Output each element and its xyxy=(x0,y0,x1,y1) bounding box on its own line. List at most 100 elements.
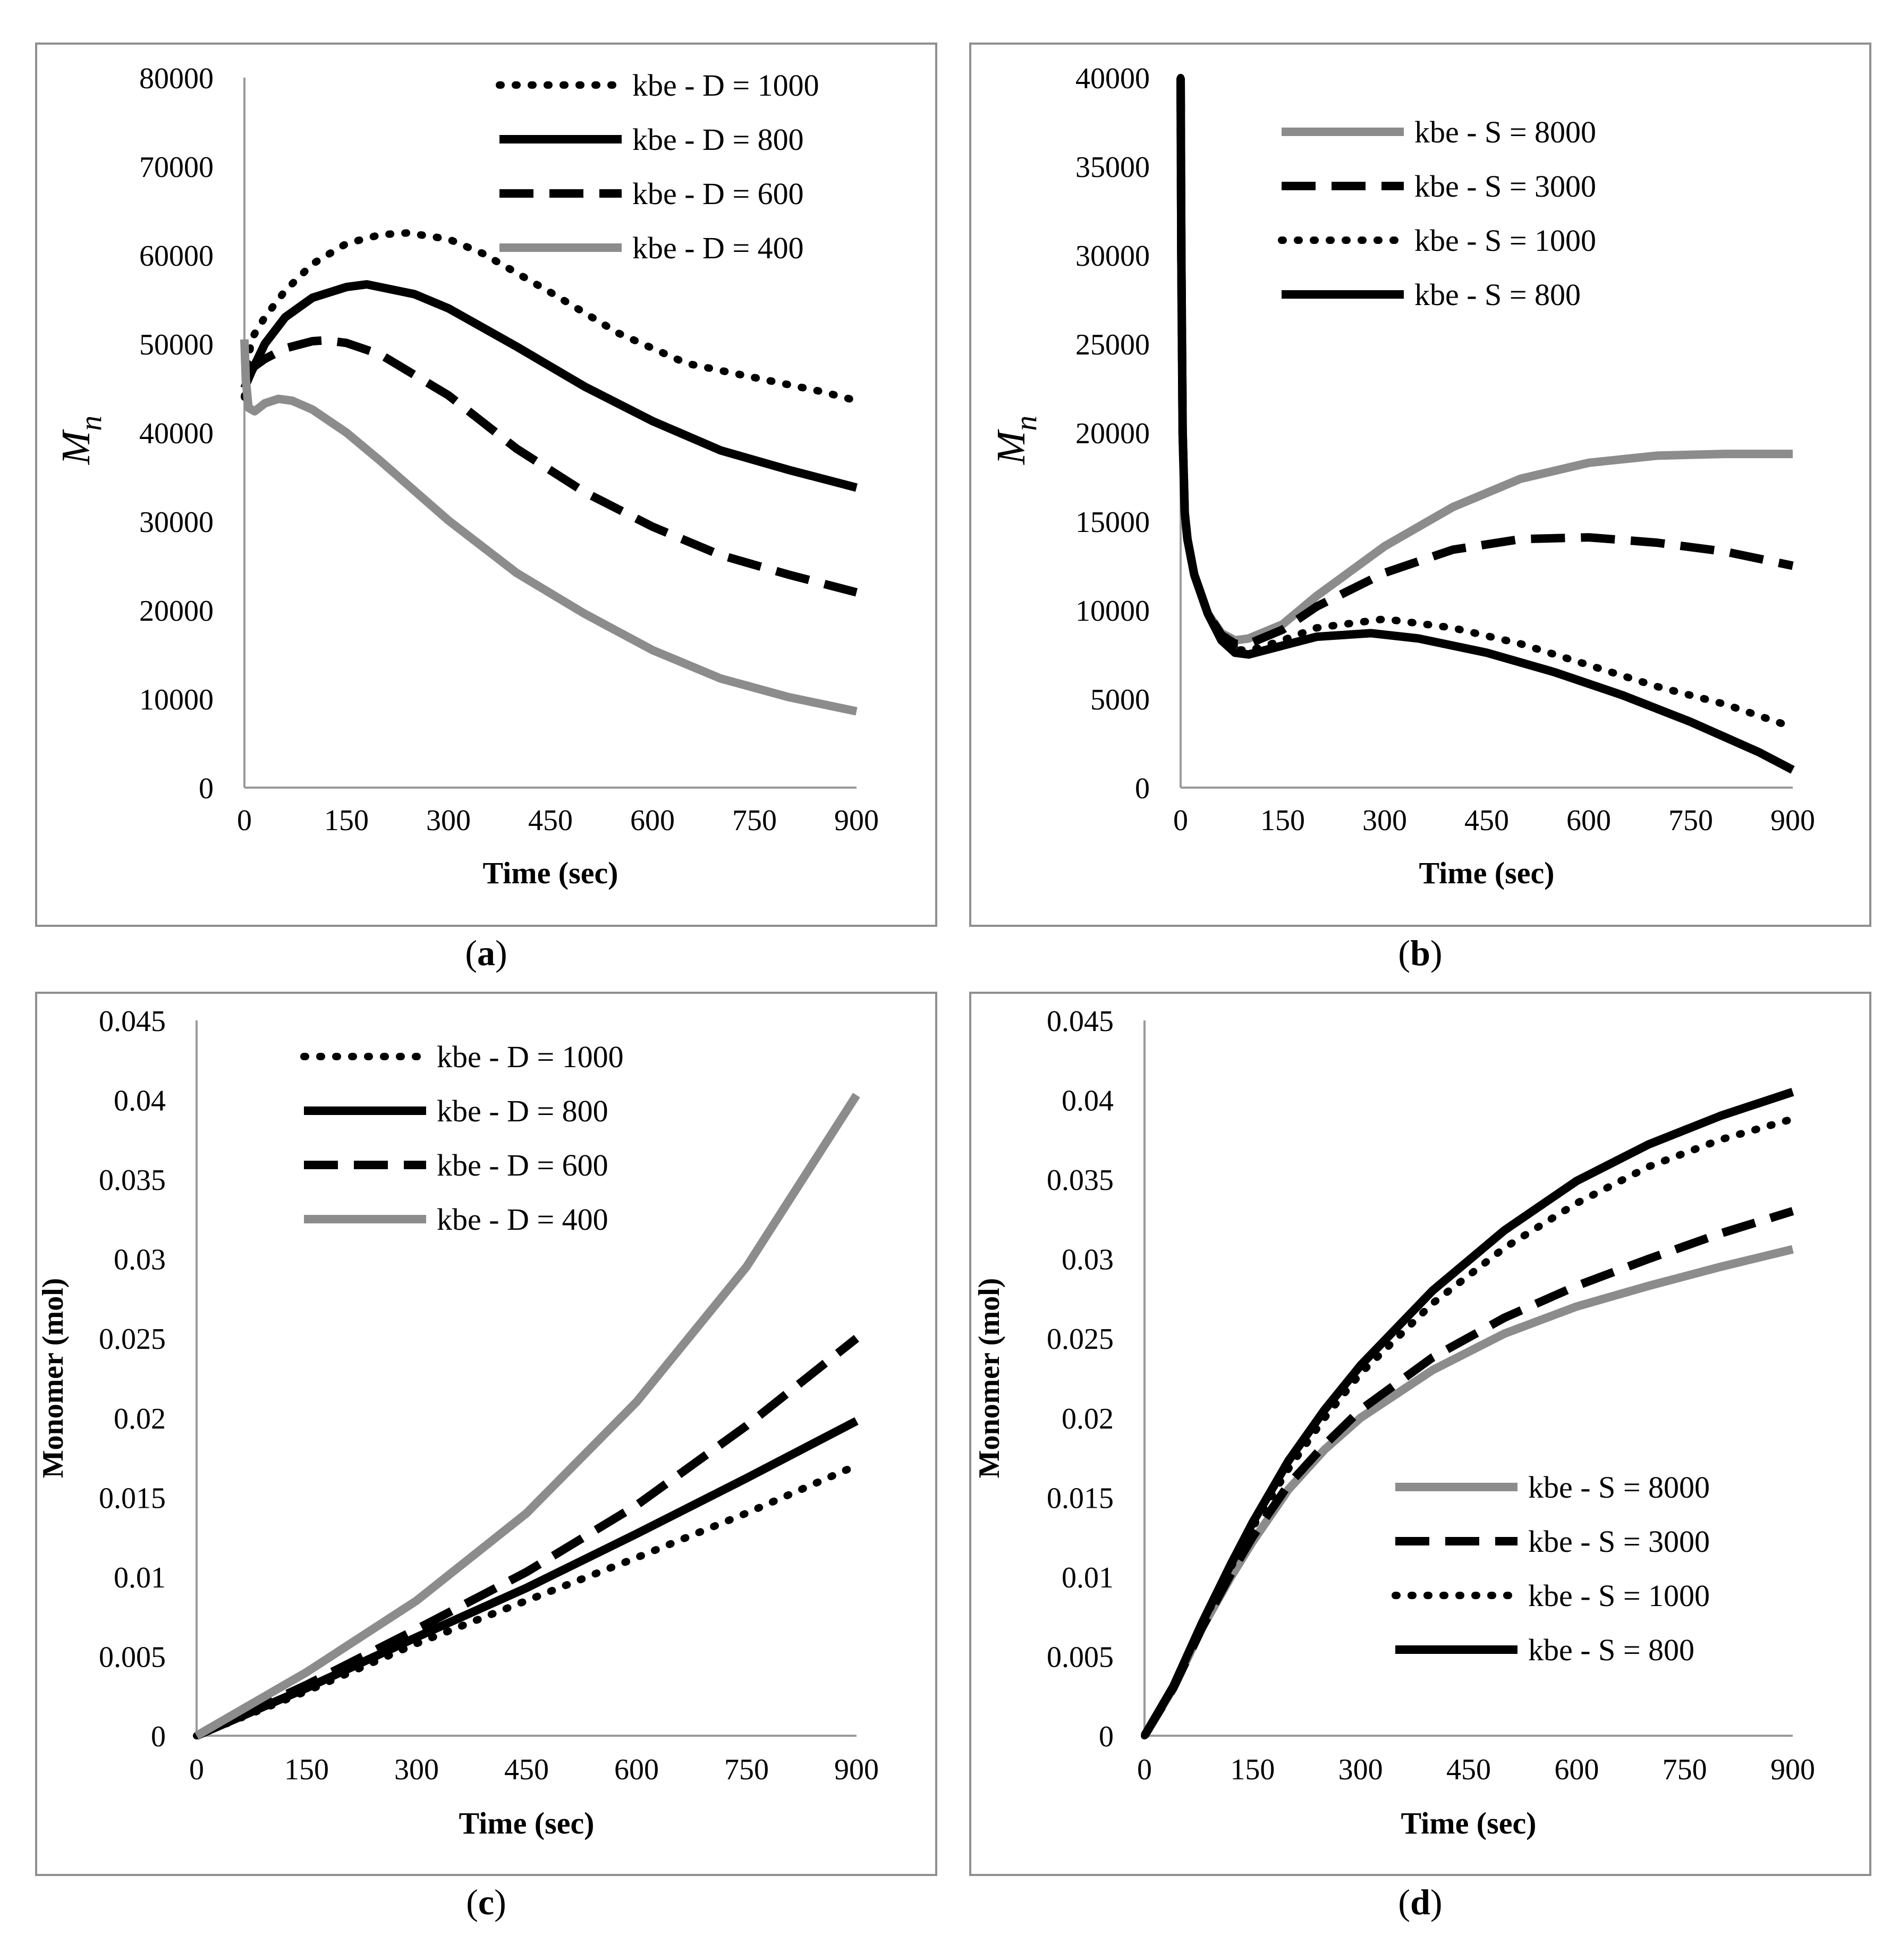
chart-panel-a: 0 10000 20000 30000 40000 50000 60000 70000 8000… xyxy=(35,43,937,927)
y-tick-label: 25000 xyxy=(1075,328,1150,361)
x-axis-label: Time (sec) xyxy=(1419,856,1555,890)
legend-label-2: kbe - S = 1000 xyxy=(1528,1578,1710,1613)
y-tick-label: 10000 xyxy=(139,683,214,716)
x-tick-label: 0 xyxy=(237,804,252,837)
chart-panel-b: 0 5000 10000 15000 20000 25000 30000 35000 40000… xyxy=(969,43,1871,927)
y-tick-label: 35000 xyxy=(1075,151,1150,184)
x-tick-label: 750 xyxy=(1668,804,1713,837)
y-tick-label: 0.035 xyxy=(99,1164,166,1197)
series-line-3 xyxy=(1176,77,1795,774)
panel-frame xyxy=(35,43,937,927)
y-tick-label: 0.015 xyxy=(1047,1482,1114,1515)
y-tick-label: 40000 xyxy=(1075,62,1150,95)
x-tick-label: 750 xyxy=(1663,1753,1707,1786)
y-tick-label: 0.005 xyxy=(1047,1641,1114,1674)
x-tick-label: 450 xyxy=(1464,804,1509,837)
y-tick-label: 50000 xyxy=(139,328,214,361)
panel-frame xyxy=(969,43,1871,927)
x-tick-label: 150 xyxy=(1260,804,1305,837)
x-tick-label: 600 xyxy=(1566,804,1611,837)
y-tick-label: 60000 xyxy=(139,240,214,273)
series-line-0 xyxy=(193,1461,860,1739)
y-tick-label: 5000 xyxy=(1090,683,1150,716)
chart-panel-d: 0 0.005 0.01 0.015 0.02 0.025 0.03 0.035 0.04 0.0… xyxy=(969,992,1871,1876)
x-tick-label: 300 xyxy=(1362,804,1407,837)
y-tick-label: 40000 xyxy=(139,417,214,450)
y-axis-label: Monomer (mol) xyxy=(37,1278,70,1479)
legend-label-2: kbe - D = 600 xyxy=(632,176,804,211)
y-tick-label: 0.03 xyxy=(1062,1244,1114,1277)
panel-label: (d) xyxy=(1398,1882,1442,1922)
x-tick-label: 0 xyxy=(1137,1753,1152,1786)
y-tick-label: 0.015 xyxy=(99,1482,166,1515)
x-tick-label: 450 xyxy=(1446,1753,1491,1786)
y-tick-label: 10000 xyxy=(1075,595,1150,628)
series-line-2 xyxy=(243,336,858,597)
legend-label-1: kbe - S = 3000 xyxy=(1414,169,1596,204)
x-tick-label: 900 xyxy=(834,804,879,837)
chart-panel-c: 0 0.005 0.01 0.015 0.02 0.025 0.03 0.035 0.04 0.0… xyxy=(35,992,937,1876)
y-tick-label: 0.02 xyxy=(114,1403,166,1435)
x-tick-label: 0 xyxy=(189,1753,204,1786)
series-line-0 xyxy=(1176,77,1793,645)
x-tick-label: 450 xyxy=(504,1753,549,1786)
legend-label-0: kbe - S = 8000 xyxy=(1414,115,1596,149)
y-tick-label: 20000 xyxy=(1075,417,1150,450)
x-tick-label: 300 xyxy=(394,1753,439,1786)
x-tick-label: 750 xyxy=(724,1753,769,1786)
y-tick-label: 80000 xyxy=(139,62,214,95)
series-line-0 xyxy=(241,229,860,404)
y-tick-label: 70000 xyxy=(139,151,214,184)
legend: kbe - S = 8000 kbe - S = 3000 kbe - S = 10… xyxy=(1392,1470,1710,1667)
x-tick-label: 600 xyxy=(614,1753,659,1786)
y-tick-label: 30000 xyxy=(139,506,214,539)
y-axis-label: Mn xyxy=(989,416,1043,465)
x-tick-label: 450 xyxy=(528,804,573,837)
x-tick-label: 0 xyxy=(1173,804,1188,837)
y-tick-label: 30000 xyxy=(1075,240,1150,273)
legend-label-1: kbe - D = 800 xyxy=(632,122,804,157)
panel-label: (c) xyxy=(466,1882,506,1922)
legend-label-3: kbe - S = 800 xyxy=(1528,1633,1694,1667)
panel-frame xyxy=(969,992,1871,1876)
legend: kbe - D = 1000 kbe - D = 800 kbe - D = 600… xyxy=(300,1040,624,1237)
y-tick-label: 0.045 xyxy=(99,1005,166,1038)
x-tick-label: 750 xyxy=(732,804,777,837)
x-tick-label: 150 xyxy=(284,1753,329,1786)
x-tick-label: 600 xyxy=(1554,1753,1599,1786)
y-axis-label: Mn xyxy=(54,416,108,465)
x-tick-label: 600 xyxy=(630,804,675,837)
y-tick-label: 0 xyxy=(151,1720,166,1753)
legend-label-2: kbe - S = 1000 xyxy=(1414,223,1596,258)
y-tick-label: 15000 xyxy=(1075,506,1150,539)
legend-label-0: kbe - S = 8000 xyxy=(1528,1470,1710,1505)
x-tick-label: 300 xyxy=(1338,1753,1383,1786)
y-tick-label: 0.01 xyxy=(1062,1561,1114,1594)
panel-frame xyxy=(35,992,937,1876)
y-tick-label: 0.04 xyxy=(114,1085,166,1118)
y-tick-label: 0 xyxy=(1135,772,1150,805)
series-line-2 xyxy=(1141,1115,1796,1739)
x-tick-label: 300 xyxy=(426,804,471,837)
y-tick-label: 0.01 xyxy=(114,1561,166,1594)
legend-label-3: kbe - D = 400 xyxy=(437,1202,608,1237)
x-tick-label: 150 xyxy=(1230,1753,1275,1786)
y-tick-label: 0.025 xyxy=(1047,1323,1114,1356)
legend-label-1: kbe - D = 800 xyxy=(437,1094,608,1128)
series-line-3 xyxy=(240,339,858,716)
legend-label-1: kbe - S = 3000 xyxy=(1528,1524,1710,1559)
y-tick-label: 0.045 xyxy=(1047,1005,1114,1038)
x-tick-label: 900 xyxy=(1770,804,1815,837)
legend-label-3: kbe - D = 400 xyxy=(632,231,804,265)
y-tick-label: 0.025 xyxy=(99,1323,166,1356)
x-tick-label: 900 xyxy=(1770,1753,1815,1786)
series-line-1 xyxy=(1176,77,1794,648)
y-tick-label: 0.03 xyxy=(114,1244,166,1277)
series-line-2 xyxy=(194,1334,859,1740)
legend-label-0: kbe - D = 1000 xyxy=(437,1040,624,1074)
y-tick-label: 0 xyxy=(199,772,214,805)
x-tick-label: 150 xyxy=(324,804,369,837)
y-tick-label: 0.035 xyxy=(1047,1164,1114,1197)
legend-label-3: kbe - S = 800 xyxy=(1414,277,1581,312)
